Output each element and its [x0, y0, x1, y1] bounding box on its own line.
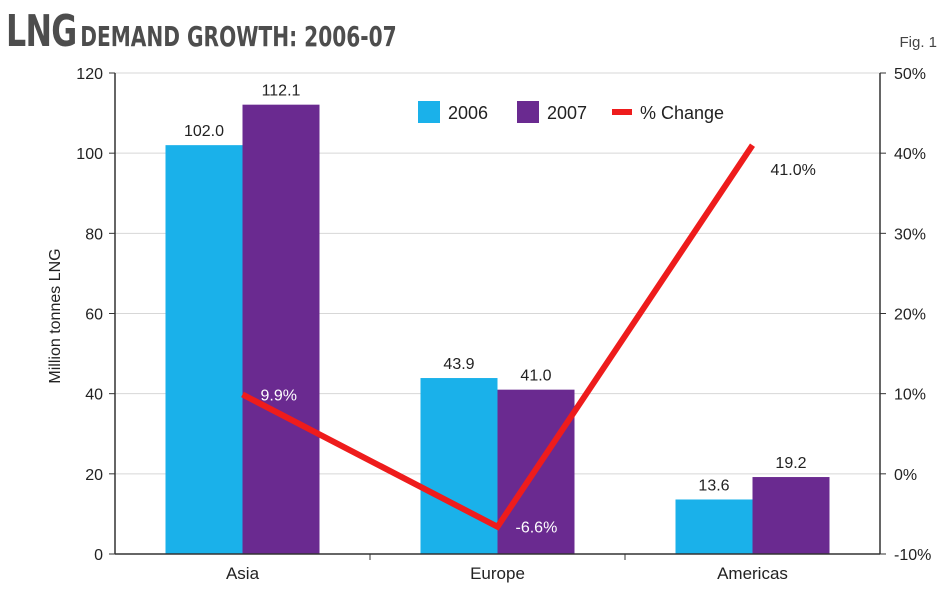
bar-2007 — [242, 104, 320, 554]
chart-title: LNG DEMAND GROWTH: 2006-07 — [6, 6, 397, 58]
y2-tick-label: 10% — [894, 387, 926, 404]
y-tick-label: 80 — [85, 226, 103, 243]
figure-number: Fig. 1 — [899, 34, 937, 51]
bar-value-label: 43.9 — [443, 356, 474, 373]
legend-swatch-2007 — [517, 101, 539, 123]
percent-change-label: -6.6% — [516, 520, 558, 537]
y-tick-label: 100 — [76, 146, 103, 163]
y-tick-label: 40 — [85, 387, 103, 404]
x-tick-label: Asia — [226, 564, 260, 583]
bar-value-label: 41.0 — [520, 368, 551, 385]
bars — [165, 104, 830, 554]
y-axis-title: Million tonnes LNG — [47, 248, 64, 383]
bar-2007 — [752, 477, 830, 554]
y-tick-label: 120 — [76, 66, 103, 83]
title-subtitle: DEMAND GROWTH: 2006-07 — [80, 20, 397, 53]
bar-value-label: 19.2 — [775, 455, 806, 472]
x-tick-label: Americas — [717, 564, 788, 583]
x-tick-label: Europe — [470, 564, 525, 583]
y2-tick-label: -10% — [894, 547, 931, 564]
y2-tick-label: 0% — [894, 467, 917, 484]
title-lng: LNG — [6, 6, 77, 57]
y2-tick-label: 20% — [894, 307, 926, 324]
y-tick-label: 0 — [94, 547, 103, 564]
y2-tick-label: 30% — [894, 226, 926, 243]
y2-tick-label: 50% — [894, 66, 926, 83]
percent-change-label: 41.0% — [771, 162, 816, 179]
axes: 0 20 40 60 80 100 120 -10% 0% 10% 20% 30% 40% 50% Asia… — [76, 66, 931, 583]
bar-value-label: 13.6 — [698, 477, 729, 494]
bar-value-label: 112.1 — [262, 83, 301, 100]
bar-value-label: 102.0 — [184, 123, 224, 140]
bar-2006 — [675, 499, 753, 554]
legend-label-2006: 2006 — [448, 103, 488, 123]
legend: 2006 2007 % Change — [418, 101, 724, 123]
legend-label-change: % Change — [640, 103, 724, 123]
data-labels: 102.0 112.1 43.9 41.0 13.6 19.2 9.9% -6.6% 41.0% — [184, 83, 816, 537]
y-tick-label: 60 — [85, 307, 103, 324]
legend-swatch-2006 — [418, 101, 440, 123]
percent-change-label: 9.9% — [261, 387, 297, 404]
legend-label-2007: 2007 — [547, 103, 587, 123]
bar-2006 — [165, 145, 243, 554]
bar-2006 — [420, 378, 498, 554]
percent-change-line — [241, 143, 755, 531]
y-tick-label: 20 — [85, 467, 103, 484]
change-line — [241, 143, 755, 531]
y2-tick-label: 40% — [894, 146, 926, 163]
